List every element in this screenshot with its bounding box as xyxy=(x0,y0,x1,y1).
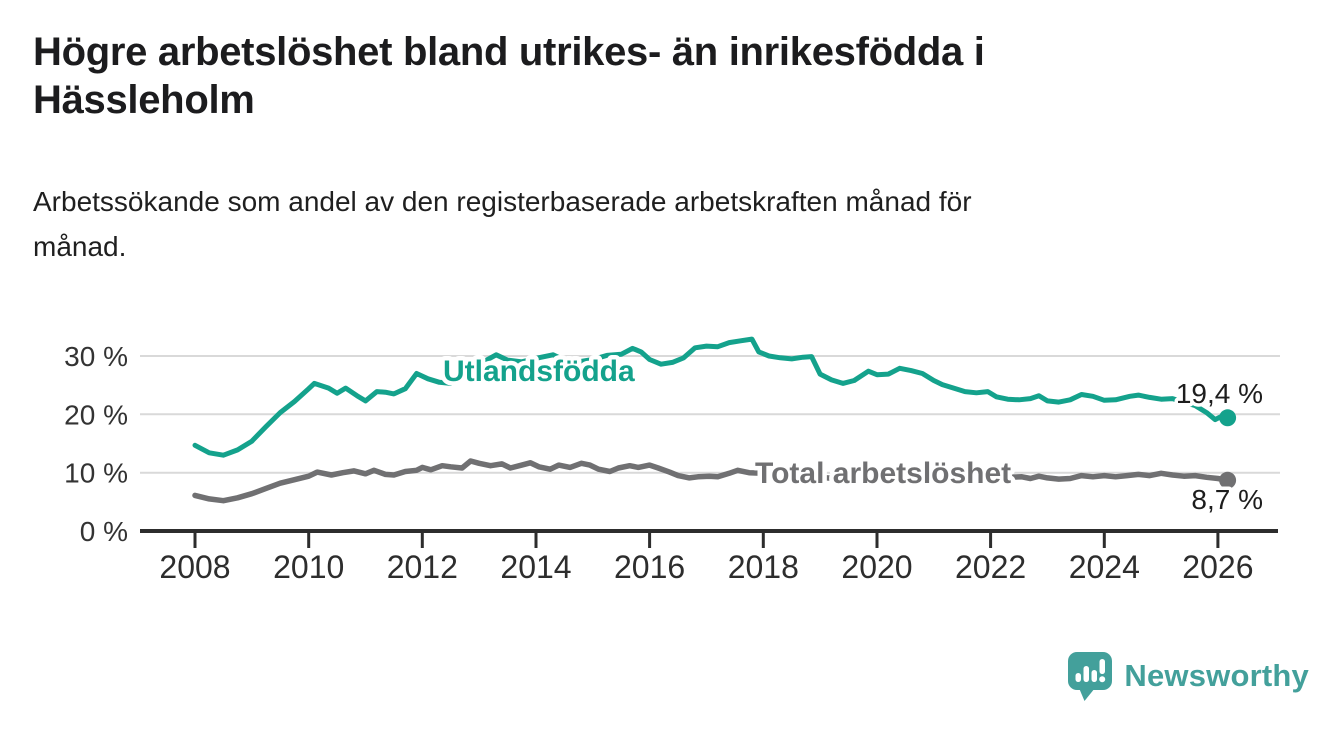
end-value-label-total: 8,7 % xyxy=(1191,484,1263,515)
y-axis-label-10: 10 % xyxy=(64,458,128,489)
end-dot-utlandsfodda xyxy=(1219,409,1237,427)
y-axis-label-0: 0 % xyxy=(80,516,128,547)
page-subtitle: Arbetssökande som andel av den registerb… xyxy=(33,179,1303,269)
end-value-label-utlandsfodda: 19,4 % xyxy=(1176,378,1263,409)
chart-layers: 0 % 10 % 20 % 30 % 2008 2010 2012 2014 2016 2018 2… xyxy=(64,336,1280,585)
x-axis-label-2010: 2010 xyxy=(273,549,344,585)
logo-speech-bubble xyxy=(1068,652,1113,690)
series-label-utlandsfodda: Utlandsfödda xyxy=(443,355,635,388)
series-label-total-arbetsloshet: Total arbetslöshet xyxy=(755,457,1011,490)
x-axis-label-2020: 2020 xyxy=(841,549,912,585)
y-axis-label-20: 20 % xyxy=(64,399,128,430)
x-axis-label-2008: 2008 xyxy=(159,549,230,585)
x-axis-label-2022: 2022 xyxy=(955,549,1026,585)
newsworthy-logo-text: Newsworthy xyxy=(1124,658,1309,693)
x-axis-label-2024: 2024 xyxy=(1069,549,1140,585)
logo-speech-bubble-tail xyxy=(1079,688,1096,701)
end-dot-total-arbetsloshet xyxy=(1219,471,1237,489)
logo-bar-2 xyxy=(1083,666,1090,682)
x-axis-label-2016: 2016 xyxy=(614,549,685,585)
x-axis-label-2018: 2018 xyxy=(728,549,799,585)
unemployment-line-chart: 0 % 10 % 20 % 30 % 2008 2010 2012 2014 2016 2018 2… xyxy=(64,336,1280,585)
newsworthy-logo-icon xyxy=(1068,652,1113,701)
y-axis-label-30: 30 % xyxy=(64,341,128,372)
page-title-line-2: Hässleholm xyxy=(33,78,255,122)
logo-exclamation-bar xyxy=(1099,659,1106,674)
x-axis-label-2014: 2014 xyxy=(500,549,571,585)
x-axis-label-2012: 2012 xyxy=(387,549,458,585)
page-subtitle-line-1: Arbetssökande som andel av den registerb… xyxy=(33,186,972,217)
series-line-total-arbetsloshet xyxy=(192,458,1231,504)
series-line-utlandsfodda xyxy=(192,336,1231,458)
logo-exclamation-dot xyxy=(1099,676,1106,683)
logo-bar-1 xyxy=(1075,673,1082,682)
newsworthy-logo: Newsworthy xyxy=(1067,651,1309,701)
page-title: Högre arbetslöshet bland utrikes- än inr… xyxy=(33,28,1303,124)
page-title-line-1: Högre arbetslöshet bland utrikes- än inr… xyxy=(33,30,985,74)
x-axis-label-2026: 2026 xyxy=(1182,549,1253,585)
chart-labels: Utlandsfödda Total arbetslöshet 19,4 % 8… xyxy=(439,351,1267,519)
logo-bar-3 xyxy=(1091,670,1098,682)
page-subtitle-line-2: månad. xyxy=(33,231,127,262)
